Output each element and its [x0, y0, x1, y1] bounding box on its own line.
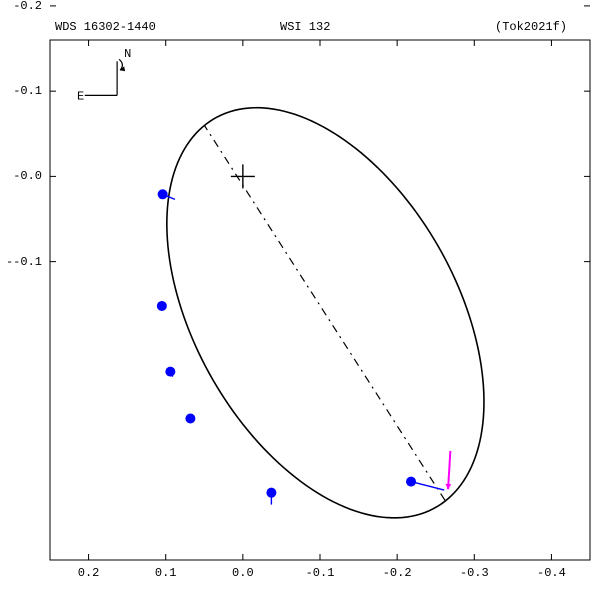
y-tick-label: --0.1: [2, 255, 42, 269]
x-tick-label: -0.2: [383, 566, 412, 580]
y-tick-label: -0.2: [2, 0, 42, 13]
x-tick-label: 0.0: [232, 566, 254, 580]
x-tick-label: -0.1: [306, 566, 335, 580]
x-tick-label: 0.1: [155, 566, 177, 580]
y-tick-label: -0.0: [2, 169, 42, 183]
y-tick-label: -0.1: [2, 84, 42, 98]
svg-text:E: E: [77, 89, 84, 103]
orbit-plot: WDS 16302-1440 WSI 132 (Tok2021f) EN -0.…: [0, 0, 600, 600]
x-tick-label: 0.2: [78, 566, 100, 580]
plot-svg: EN: [0, 0, 600, 600]
svg-text:N: N: [124, 47, 131, 61]
x-tick-label: -0.4: [537, 566, 566, 580]
x-tick-label: -0.3: [460, 566, 489, 580]
